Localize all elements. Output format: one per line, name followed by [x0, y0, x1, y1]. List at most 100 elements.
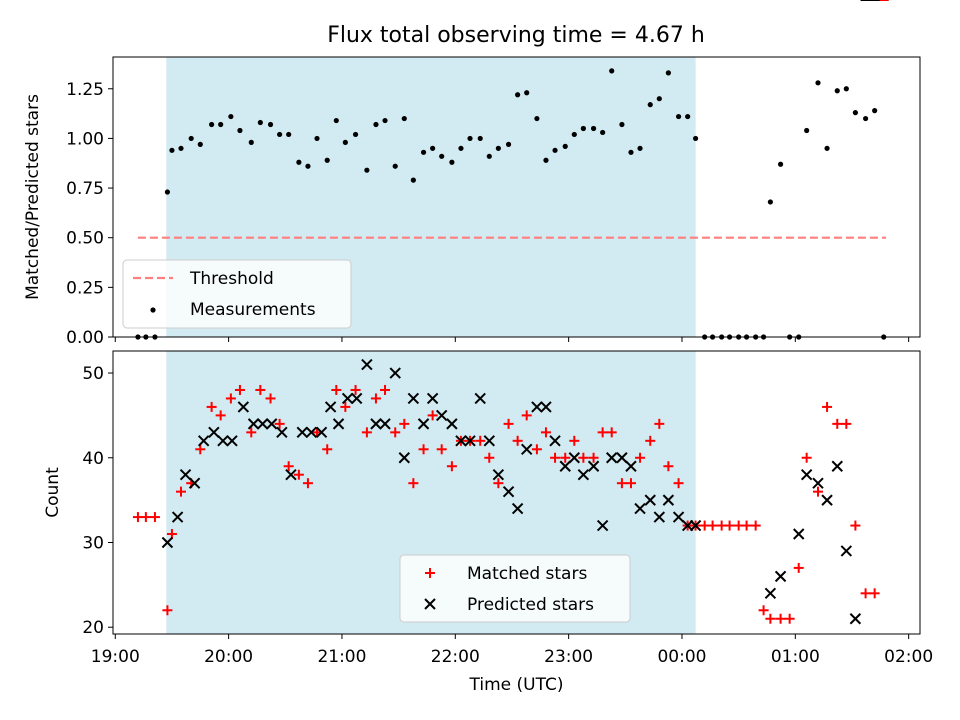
legend-predicted-swatch-b	[424, 598, 436, 610]
predicted-star-mark-b	[265, 418, 278, 430]
bottom-y-ticks: 20 30 40 50	[82, 364, 113, 638]
matched-star-point	[550, 452, 561, 463]
matched-star-point	[784, 613, 795, 624]
y-tick-label: 20	[82, 618, 104, 638]
y-tick-label: 50	[82, 364, 104, 384]
measurement-point	[628, 149, 634, 155]
predicted-star-point	[305, 426, 318, 439]
matched-star-point	[293, 469, 304, 480]
predicted-star-mark-b	[774, 570, 787, 583]
predicted-star-mark-b	[644, 494, 656, 506]
measurement-point	[843, 86, 849, 92]
matched-star-point	[673, 478, 684, 489]
predicted-star-mark-b	[511, 502, 524, 515]
predicted-star-mark-b	[616, 452, 628, 464]
measurement-point	[571, 131, 577, 138]
matched-star-point	[427, 410, 438, 421]
matched-star-point	[350, 384, 361, 395]
predicted-star-mark-b	[812, 477, 824, 489]
predicted-star-point	[226, 435, 238, 447]
predicted-star-mark-b	[161, 536, 174, 549]
matched-star-point	[475, 435, 486, 446]
matched-star-point	[707, 520, 718, 531]
top-y-axis-label: Matched/Predicted stars	[23, 94, 43, 300]
predicted-star-point	[370, 418, 382, 430]
predicted-star-mark-b	[549, 435, 561, 447]
predicted-star-point	[483, 435, 496, 447]
measurement-point	[467, 135, 473, 142]
predicted-star-mark-b	[237, 401, 250, 413]
predicted-star-point	[237, 401, 250, 413]
x-tick-label: 20:00	[204, 647, 253, 667]
matched-star-point	[801, 452, 812, 463]
bottom-panel: 20 30 40 50 19:00 20:00 21:00 22:00 23:00 00:00 0…	[43, 0, 933, 695]
predicted-star-point	[821, 494, 833, 506]
measurement-point	[543, 157, 549, 163]
predicted-star-point	[398, 452, 410, 464]
matched-star-point	[597, 427, 608, 438]
matched-star-point	[234, 384, 245, 395]
x-tick-label: 22:00	[431, 647, 480, 667]
predicted-star-point	[634, 502, 646, 515]
measurement-point	[257, 119, 263, 126]
bottom-x-ticks: 19:00 20:00 21:00 22:00 23:00 00:00 01:00 02:00	[91, 634, 933, 667]
predicted-star-mark-b	[520, 443, 533, 455]
matched-star-point	[724, 520, 735, 531]
measurement-point	[305, 163, 311, 169]
predicted-star-mark-b	[596, 519, 609, 532]
predicted-star-mark-b	[455, 435, 467, 447]
predicted-star-point	[315, 426, 328, 439]
matched-star-point	[322, 444, 333, 455]
matched-star-point	[246, 427, 257, 438]
matched-star-point	[588, 452, 599, 463]
measurement-point	[449, 159, 455, 165]
predicted-star-mark-b	[540, 401, 552, 413]
predicted-star-point	[606, 452, 618, 464]
x-tick-label: 21:00	[317, 647, 366, 667]
predicted-star-point	[276, 426, 288, 439]
predicted-star-mark-b	[370, 418, 382, 430]
predicted-star-point	[350, 392, 363, 405]
predicted-star-mark-b	[483, 435, 496, 447]
predicted-star-mark-b	[226, 435, 238, 447]
predicted-star-mark-b	[296, 426, 308, 439]
predicted-star-mark-b	[341, 392, 354, 405]
matched-star-point	[645, 435, 656, 446]
matched-star-point	[265, 393, 276, 404]
matched-star-point	[812, 486, 823, 497]
measurement-point	[524, 90, 530, 96]
matched-star-point	[758, 605, 769, 616]
matched-star-point	[750, 520, 761, 531]
measurement-point	[815, 80, 821, 86]
measurement-point	[656, 96, 662, 102]
measurement-point	[197, 141, 203, 147]
top-panel: 0.00 0.25 0.50 0.75 1.00 1.25 Matched/Predict…	[23, 56, 921, 348]
predicted-star-point	[800, 468, 813, 481]
measurement-point	[834, 88, 840, 94]
predicted-star-point	[502, 485, 515, 498]
matched-star-point	[436, 444, 447, 455]
predicted-star-point	[644, 494, 656, 506]
predicted-star-point	[625, 460, 637, 472]
predicted-star-point	[265, 418, 278, 430]
predicted-star-point	[577, 468, 590, 481]
x-tick-label: 02:00	[884, 647, 933, 667]
measurement-point	[872, 108, 878, 114]
measurement-point	[364, 167, 370, 173]
top-x-ticks	[114, 337, 910, 342]
predicted-star-point	[341, 392, 354, 405]
predicted-star-mark-b	[672, 511, 685, 523]
predicted-star-mark-b	[285, 468, 297, 481]
measurement-point	[209, 121, 215, 128]
predicted-star-point	[662, 494, 675, 506]
measurement-point	[267, 121, 274, 128]
measurement-point	[767, 199, 773, 205]
predicted-star-mark-b	[407, 392, 420, 405]
matched-star-point	[140, 512, 151, 523]
matched-star-point	[408, 478, 419, 489]
predicted-star-mark-b	[606, 452, 618, 464]
y-tick-label: 30	[82, 533, 104, 553]
predicted-star-mark-b	[625, 460, 637, 472]
predicted-star-point	[407, 392, 420, 405]
